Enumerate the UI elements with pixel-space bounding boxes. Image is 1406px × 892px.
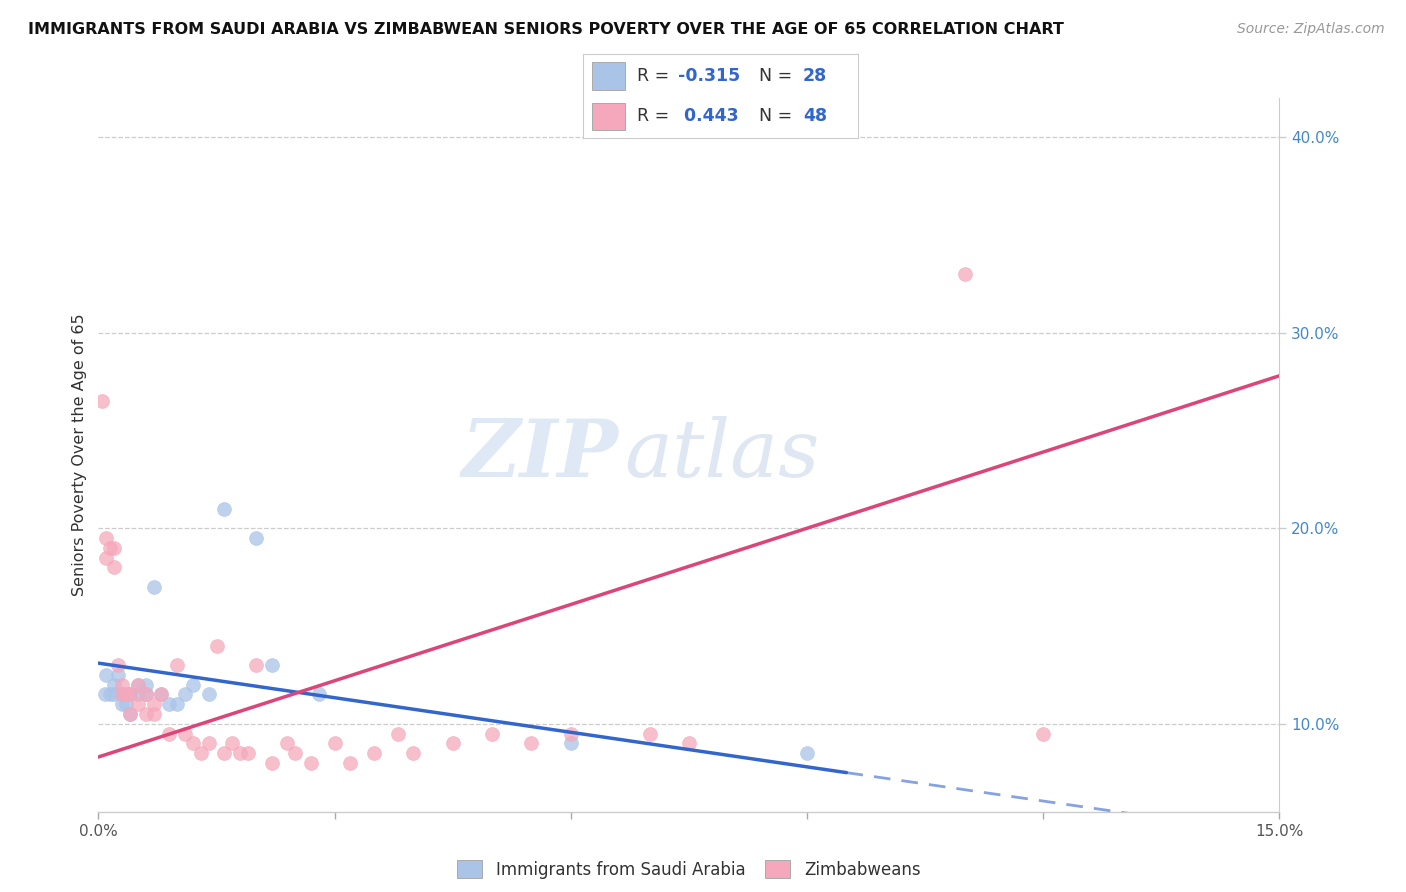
Point xyxy=(953,267,976,281)
Point xyxy=(115,697,138,711)
Point xyxy=(91,394,114,409)
Point xyxy=(214,501,236,516)
Point xyxy=(166,658,188,673)
Point xyxy=(441,736,464,750)
Point xyxy=(284,746,307,760)
Point xyxy=(107,668,129,682)
Point xyxy=(142,706,165,721)
Text: 28: 28 xyxy=(803,67,827,85)
Point xyxy=(96,550,118,565)
Point xyxy=(363,746,385,760)
Point xyxy=(103,687,125,701)
Text: ZIP: ZIP xyxy=(461,417,619,493)
Point xyxy=(157,726,180,740)
Text: atlas: atlas xyxy=(624,417,820,493)
Point xyxy=(127,678,149,692)
Point xyxy=(135,678,157,692)
Point xyxy=(308,687,330,701)
Point xyxy=(560,726,582,740)
Bar xyxy=(592,62,624,89)
Point xyxy=(260,658,283,673)
Point xyxy=(560,736,582,750)
Point xyxy=(111,678,134,692)
Point xyxy=(111,687,134,701)
Point xyxy=(96,668,118,682)
Point xyxy=(205,639,228,653)
Point xyxy=(174,687,197,701)
Point xyxy=(387,726,409,740)
Point xyxy=(245,531,267,545)
Point xyxy=(157,697,180,711)
Point xyxy=(96,531,118,545)
Point xyxy=(260,756,283,770)
Point xyxy=(127,687,149,701)
Point xyxy=(339,756,361,770)
Point xyxy=(103,541,125,555)
Y-axis label: Seniors Poverty Over the Age of 65: Seniors Poverty Over the Age of 65 xyxy=(72,314,87,596)
Point xyxy=(221,736,243,750)
Point xyxy=(520,736,543,750)
Bar xyxy=(592,103,624,130)
Point xyxy=(402,746,425,760)
Point xyxy=(135,706,157,721)
Point xyxy=(276,736,298,750)
Point xyxy=(98,687,121,701)
Point xyxy=(174,726,197,740)
Point xyxy=(796,746,818,760)
Point xyxy=(181,736,204,750)
Point xyxy=(197,687,219,701)
Point xyxy=(229,746,252,760)
Point xyxy=(142,580,165,594)
Text: -0.315: -0.315 xyxy=(678,67,741,85)
Point xyxy=(166,697,188,711)
Point xyxy=(115,687,138,701)
Point xyxy=(638,726,661,740)
Point xyxy=(150,687,173,701)
Point xyxy=(127,697,149,711)
Point xyxy=(111,687,134,701)
Point xyxy=(299,756,322,770)
Text: IMMIGRANTS FROM SAUDI ARABIA VS ZIMBABWEAN SENIORS POVERTY OVER THE AGE OF 65 CO: IMMIGRANTS FROM SAUDI ARABIA VS ZIMBABWE… xyxy=(28,22,1064,37)
Text: 48: 48 xyxy=(803,107,827,125)
Point xyxy=(118,706,141,721)
Point xyxy=(678,736,700,750)
Point xyxy=(118,687,141,701)
Text: R =: R = xyxy=(637,107,675,125)
Point xyxy=(181,678,204,692)
Point xyxy=(236,746,259,760)
Point xyxy=(118,687,141,701)
Point xyxy=(103,560,125,574)
Text: N =: N = xyxy=(748,107,797,125)
Legend: Immigrants from Saudi Arabia, Zimbabweans: Immigrants from Saudi Arabia, Zimbabwean… xyxy=(451,854,927,886)
Point xyxy=(93,687,115,701)
Text: N =: N = xyxy=(748,67,797,85)
Point xyxy=(190,746,212,760)
Point xyxy=(135,687,157,701)
Point xyxy=(1032,726,1054,740)
Text: 0.443: 0.443 xyxy=(678,107,738,125)
Point xyxy=(111,697,134,711)
Text: R =: R = xyxy=(637,67,675,85)
Point xyxy=(98,541,121,555)
Point xyxy=(107,658,129,673)
Point xyxy=(197,736,219,750)
Point xyxy=(135,687,157,701)
Point xyxy=(127,678,149,692)
Point xyxy=(214,746,236,760)
Point xyxy=(150,687,173,701)
Point xyxy=(142,697,165,711)
Text: Source: ZipAtlas.com: Source: ZipAtlas.com xyxy=(1237,22,1385,37)
Point xyxy=(481,726,503,740)
Point xyxy=(323,736,346,750)
Point xyxy=(118,706,141,721)
Point xyxy=(245,658,267,673)
Point xyxy=(103,678,125,692)
